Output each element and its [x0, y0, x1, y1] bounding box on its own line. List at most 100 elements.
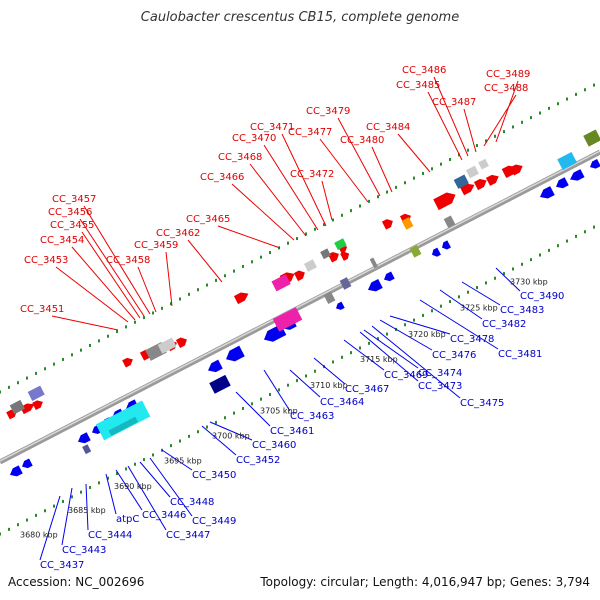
gene-label-cc_3464[interactable]: CC_3464: [320, 397, 364, 408]
reverse-gene[interactable]: [8, 465, 23, 479]
olive-feature-small[interactable]: [409, 245, 422, 258]
gene-label-cc_3479[interactable]: CC_3479: [306, 106, 350, 117]
forward-gene[interactable]: [233, 290, 251, 305]
gene-label-cc_3468[interactable]: CC_3468: [218, 152, 262, 163]
grey-feature[interactable]: [443, 215, 456, 229]
reverse-gene[interactable]: [440, 240, 451, 251]
gene-label-cc_3448[interactable]: CC_3448: [170, 497, 214, 508]
steel-blue-feature[interactable]: [453, 174, 469, 189]
gene-label-cc_3443[interactable]: CC_3443: [62, 545, 106, 556]
gene-label-cc_3490[interactable]: CC_3490: [520, 291, 564, 302]
forward-gene[interactable]: [32, 398, 45, 410]
reverse-gene[interactable]: [76, 432, 91, 446]
light-grey-feature[interactable]: [478, 158, 489, 170]
reverse-gene[interactable]: [382, 271, 395, 283]
reverse-gene[interactable]: [430, 247, 441, 259]
reverse-gene[interactable]: [568, 169, 585, 183]
green-feature[interactable]: [334, 238, 347, 250]
gene-label-cc_3466[interactable]: CC_3466: [200, 172, 244, 183]
forward-gene[interactable]: [473, 177, 489, 191]
gene-label-cc_3477[interactable]: CC_3477: [288, 127, 332, 138]
gene-label-cc_3474[interactable]: CC_3474: [418, 368, 462, 379]
grey-feature[interactable]: [9, 399, 25, 415]
gene-label-cc_3437[interactable]: CC_3437: [40, 560, 84, 571]
gene-label-cc_3478[interactable]: CC_3478: [450, 334, 494, 345]
gene-label-cc_3470[interactable]: CC_3470: [232, 133, 276, 144]
kbp-tick-label: 3685 kbp: [68, 506, 106, 515]
light-grey-feature[interactable]: [303, 259, 317, 272]
forward-gene[interactable]: [293, 268, 307, 282]
slate-feature[interactable]: [339, 277, 352, 290]
gene-label-cc_3462[interactable]: CC_3462: [156, 228, 200, 239]
gene-label-cc_3475[interactable]: CC_3475: [460, 398, 504, 409]
gene-label-cc_3458[interactable]: CC_3458: [106, 255, 150, 266]
gene-label-cc_3484[interactable]: CC_3484: [366, 122, 410, 133]
gene-label-cc_3460[interactable]: CC_3460: [252, 440, 296, 451]
gene-label-cc_3473[interactable]: CC_3473: [418, 381, 462, 392]
gene-label-cc_3472[interactable]: CC_3472: [290, 169, 334, 180]
gene-label-cc_3481[interactable]: CC_3481: [498, 349, 542, 360]
gene-label-cc_3461[interactable]: CC_3461: [270, 426, 314, 437]
reverse-gene[interactable]: [588, 159, 600, 171]
gene-label-cc_3471[interactable]: CC_3471: [250, 122, 294, 133]
gene-label-cc_3467[interactable]: CC_3467: [345, 384, 389, 395]
gene-label-cc_3456[interactable]: CC_3456: [48, 207, 92, 218]
forward-gene[interactable]: [509, 162, 525, 176]
gene-label-cc_3455[interactable]: CC_3455: [50, 220, 94, 231]
gene-label-cc_3465[interactable]: CC_3465: [186, 214, 230, 225]
forward-gene[interactable]: [175, 335, 189, 349]
gene-label-cc_3487[interactable]: CC_3487: [432, 97, 476, 108]
gene-label-cc_3483[interactable]: CC_3483: [500, 305, 544, 316]
reverse-gene[interactable]: [223, 345, 245, 365]
gene-label-atpc[interactable]: atpC: [116, 514, 139, 525]
olive-feature[interactable]: [583, 129, 600, 147]
magenta-feature[interactable]: [271, 274, 291, 292]
gene-label-cc_3489[interactable]: CC_3489: [486, 69, 530, 80]
gene-label-cc_3476[interactable]: CC_3476: [432, 350, 476, 361]
reverse-gene[interactable]: [554, 177, 569, 191]
gene-label-cc_3454[interactable]: CC_3454: [40, 235, 84, 246]
gene-label-cc_3452[interactable]: CC_3452: [236, 455, 280, 466]
gene-label-cc_3486[interactable]: CC_3486: [402, 65, 446, 76]
grey-feature-thin[interactable]: [369, 257, 378, 269]
forward-gene[interactable]: [327, 250, 341, 263]
gene-label-cc_3459[interactable]: CC_3459: [134, 240, 178, 251]
gene-label-cc_3482[interactable]: CC_3482: [482, 319, 526, 330]
forward-gene[interactable]: [122, 356, 135, 368]
cyan-feature-dark[interactable]: [108, 416, 139, 436]
reverse-gene[interactable]: [20, 458, 33, 470]
slate-feature[interactable]: [82, 444, 92, 455]
gene-label-cc_3457[interactable]: CC_3457: [52, 194, 96, 205]
forward-gene[interactable]: [459, 181, 477, 196]
forward-gene[interactable]: [381, 217, 395, 230]
gene-label-cc_3453[interactable]: CC_3453: [24, 255, 68, 266]
gene-label-cc_3449[interactable]: CC_3449: [192, 516, 236, 527]
forward-gene[interactable]: [485, 172, 501, 186]
forward-gene[interactable]: [20, 401, 36, 415]
reverse-gene[interactable]: [538, 186, 555, 201]
forward-gene[interactable]: [340, 250, 351, 261]
gene-label-cc_3485[interactable]: CC_3485: [396, 80, 440, 91]
gene-label-cc_3463[interactable]: CC_3463: [290, 411, 334, 422]
reverse-gene[interactable]: [334, 301, 345, 312]
orange-feature[interactable]: [401, 217, 414, 230]
light-grey-feature[interactable]: [157, 337, 177, 354]
light-grey-feature[interactable]: [465, 165, 479, 179]
grey-feature[interactable]: [323, 291, 336, 305]
forward-gene[interactable]: [433, 189, 458, 211]
gene-label-cc_3469[interactable]: CC_3469: [384, 370, 428, 381]
gene-label-cc_3447[interactable]: CC_3447: [166, 530, 210, 541]
gene-label-cc_3450[interactable]: CC_3450: [192, 470, 236, 481]
magenta-feature-large[interactable]: [272, 307, 303, 332]
grey-feature[interactable]: [320, 248, 331, 260]
gene-label-cc_3488[interactable]: CC_3488: [484, 83, 528, 94]
cyan-blue-feature[interactable]: [557, 151, 577, 170]
reverse-gene[interactable]: [366, 278, 383, 294]
gene-label-cc_3446[interactable]: CC_3446: [142, 510, 186, 521]
navy-feature[interactable]: [209, 374, 231, 394]
lavender-feature[interactable]: [27, 385, 45, 401]
gene-label-cc_3451[interactable]: CC_3451: [20, 304, 64, 315]
gene-label-cc_3480[interactable]: CC_3480: [340, 135, 384, 146]
reverse-gene[interactable]: [206, 359, 223, 375]
gene-label-cc_3444[interactable]: CC_3444: [88, 530, 132, 541]
